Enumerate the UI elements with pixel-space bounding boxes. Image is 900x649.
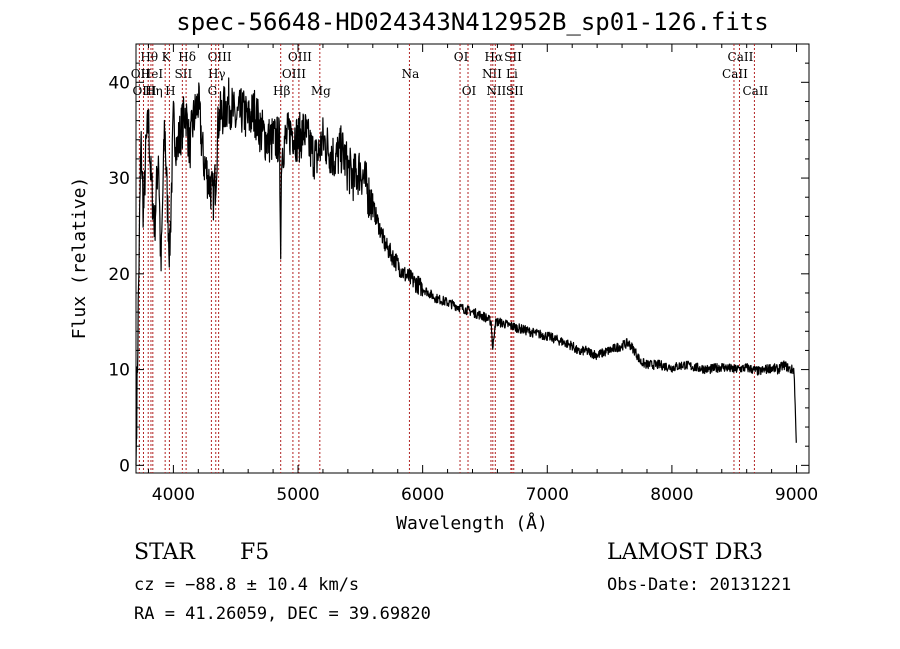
- line-label-OIII: OIII: [288, 50, 312, 64]
- survey-name: LAMOST DR3: [607, 540, 763, 565]
- line-label-Hβ: Hβ: [273, 84, 290, 98]
- line-label-CaII: CaII: [722, 67, 748, 81]
- line-label-SII: SII: [504, 50, 522, 64]
- line-label-H: H: [165, 84, 175, 98]
- y-tick-label: 30: [108, 169, 130, 189]
- x-tick-label: 6000: [401, 485, 444, 505]
- line-label-NII: NII: [486, 84, 506, 98]
- line-label-OI: OI: [462, 84, 477, 98]
- x-tick-label: 8000: [650, 485, 693, 505]
- line-label-OI: OI: [454, 50, 469, 64]
- x-tick-label: 9000: [775, 485, 818, 505]
- line-label-CaII: CaII: [728, 50, 754, 64]
- subclass: F5: [240, 540, 270, 565]
- y-axis-label: Flux (relative): [69, 177, 90, 340]
- line-label-Hη: Hη: [145, 84, 163, 98]
- line-label-OII: OII: [131, 67, 151, 81]
- y-tick-label: 20: [108, 265, 130, 285]
- line-label-Hθ: Hθ: [140, 50, 158, 64]
- line-label-K: K: [162, 50, 172, 64]
- line-label-G: G: [208, 84, 218, 98]
- line-label-HeI: HeI: [141, 67, 164, 81]
- line-label-SII: SII: [506, 84, 524, 98]
- object-type: STAR: [134, 540, 195, 565]
- line-label-Hα: Hα: [485, 50, 504, 64]
- line-label-Hγ: Hγ: [208, 67, 226, 81]
- line-label-Mg: Mg: [311, 84, 331, 98]
- obs-date: Obs-Date: 20131221: [607, 575, 792, 595]
- chart-title: spec-56648-HD024343N412952B_sp01-126.fit…: [176, 8, 769, 36]
- line-label-SII: SII: [175, 67, 193, 81]
- line-label-OIII: OIII: [282, 67, 306, 81]
- axis-ticks-layer: 4000 5000 6000 7000 8000 9000 0 10 20 30 40: [108, 44, 818, 505]
- line-label-NII: NII: [482, 67, 502, 81]
- y-tick-label: 40: [108, 73, 130, 93]
- y-tick-label: 10: [108, 361, 130, 381]
- line-label-OIII: OIII: [132, 84, 156, 98]
- x-axis-label: Wavelength (Å): [396, 512, 548, 534]
- coordinates: RA = 41.26059, DEC = 39.69820: [134, 604, 431, 624]
- line-label-Na: Na: [402, 67, 420, 81]
- y-tick-label: 0: [119, 456, 130, 476]
- x-tick-label: 5000: [276, 485, 319, 505]
- spectrum-line: [135, 77, 797, 466]
- line-label-Hδ: Hδ: [178, 50, 196, 64]
- line-label-OIII: OIII: [208, 50, 232, 64]
- x-tick-label: 4000: [152, 485, 195, 505]
- line-label-CaII: CaII: [742, 84, 768, 98]
- x-tick-label: 7000: [526, 485, 569, 505]
- redshift-velocity: cz = −88.8 ± 10.4 km/s: [134, 575, 360, 595]
- line-label-Li: Li: [506, 67, 518, 81]
